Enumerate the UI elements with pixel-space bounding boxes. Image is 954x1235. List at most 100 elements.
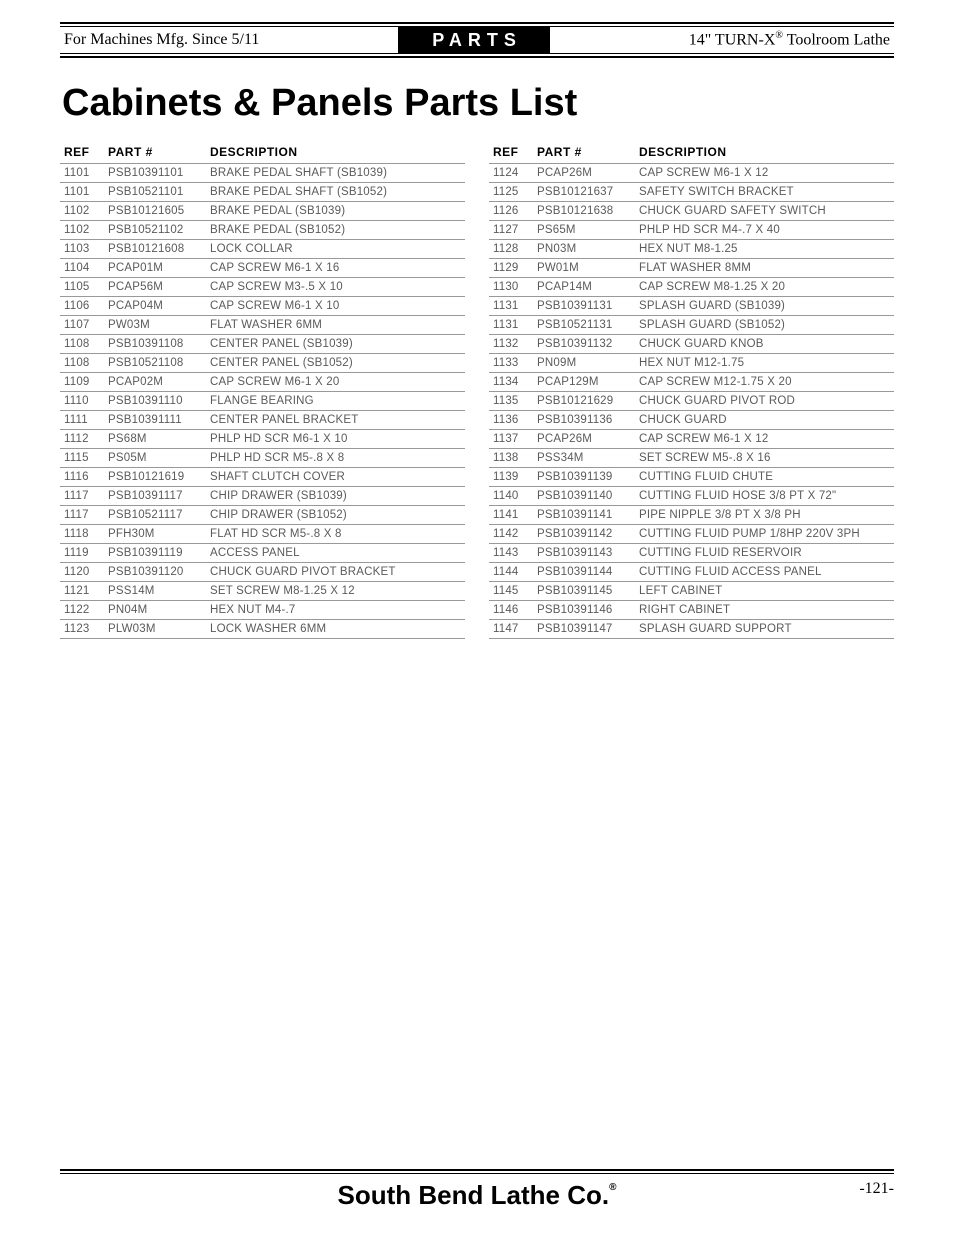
cell-desc: CUTTING FLUID PUMP 1/8HP 220V 3PH (635, 525, 894, 544)
cell-part: PCAP129M (533, 373, 635, 392)
cell-desc: CUTTING FLUID ACCESS PANEL (635, 563, 894, 582)
table-row: 1125PSB10121637SAFETY SWITCH BRACKET (489, 183, 894, 202)
table-header-row: REF PART # DESCRIPTION (60, 143, 465, 164)
cell-desc: SPLASH GUARD SUPPORT (635, 620, 894, 639)
cell-ref: 1129 (489, 259, 533, 278)
cell-desc: CAP SCREW M12-1.75 X 20 (635, 373, 894, 392)
cell-desc: CAP SCREW M6-1 X 10 (206, 297, 465, 316)
cell-part: PSB10521117 (104, 506, 206, 525)
cell-ref: 1102 (60, 202, 104, 221)
table-row: 1122PN04MHEX NUT M4-.7 (60, 601, 465, 620)
table-row: 1138PSS34MSET SCREW M5-.8 X 16 (489, 449, 894, 468)
table-row: 1136PSB10391136CHUCK GUARD (489, 411, 894, 430)
table-row: 1131PSB10391131SPLASH GUARD (SB1039) (489, 297, 894, 316)
cell-part: PCAP02M (104, 373, 206, 392)
table-header-row: REF PART # DESCRIPTION (489, 143, 894, 164)
cell-ref: 1109 (60, 373, 104, 392)
table-row: 1103PSB10121608LOCK COLLAR (60, 240, 465, 259)
cell-part: PW01M (533, 259, 635, 278)
header-bar: For Machines Mfg. Since 5/11 PARTS 14" T… (60, 22, 894, 58)
table-row: 1118PFH30MFLAT HD SCR M5-.8 X 8 (60, 525, 465, 544)
cell-ref: 1142 (489, 525, 533, 544)
cell-desc: CAP SCREW M3-.5 X 10 (206, 278, 465, 297)
table-row: 1108PSB10391108CENTER PANEL (SB1039) (60, 335, 465, 354)
company-text: South Bend Lathe Co. (338, 1180, 610, 1210)
cell-desc: SPLASH GUARD (SB1052) (635, 316, 894, 335)
col-desc: DESCRIPTION (635, 143, 894, 164)
header-left: For Machines Mfg. Since 5/11 (60, 31, 259, 49)
cell-desc: PIPE NIPPLE 3/8 PT X 3/8 PH (635, 506, 894, 525)
cell-part: PSB10391120 (104, 563, 206, 582)
table-row: 1106PCAP04MCAP SCREW M6-1 X 10 (60, 297, 465, 316)
cell-part: PSB10121629 (533, 392, 635, 411)
cell-ref: 1111 (60, 411, 104, 430)
cell-part: PW03M (104, 316, 206, 335)
table-row: 1117PSB10521117CHIP DRAWER (SB1052) (60, 506, 465, 525)
cell-part: PCAP01M (104, 259, 206, 278)
table-row: 1142PSB10391142CUTTING FLUID PUMP 1/8HP … (489, 525, 894, 544)
cell-part: PSS34M (533, 449, 635, 468)
cell-ref: 1128 (489, 240, 533, 259)
table-row: 1132PSB10391132CHUCK GUARD KNOB (489, 335, 894, 354)
footer-line: South Bend Lathe Co.® -121- (60, 1173, 894, 1211)
cell-ref: 1141 (489, 506, 533, 525)
cell-ref: 1143 (489, 544, 533, 563)
cell-part: PSB10391145 (533, 582, 635, 601)
cell-part: PSB10391110 (104, 392, 206, 411)
cell-desc: FLAT HD SCR M5-.8 X 8 (206, 525, 465, 544)
cell-desc: HEX NUT M12-1.75 (635, 354, 894, 373)
cell-ref: 1145 (489, 582, 533, 601)
cell-desc: SPLASH GUARD (SB1039) (635, 297, 894, 316)
table-row: 1115PS05MPHLP HD SCR M5-.8 X 8 (60, 449, 465, 468)
cell-part: PS65M (533, 221, 635, 240)
cell-part: PSB10521102 (104, 221, 206, 240)
cell-desc: SHAFT CLUTCH COVER (206, 468, 465, 487)
cell-ref: 1120 (60, 563, 104, 582)
tables-container: REF PART # DESCRIPTION 1101PSB10391101BR… (60, 143, 894, 639)
table-row: 1144PSB10391144CUTTING FLUID ACCESS PANE… (489, 563, 894, 582)
cell-ref: 1144 (489, 563, 533, 582)
page: For Machines Mfg. Since 5/11 PARTS 14" T… (0, 0, 954, 1235)
table-row: 1130PCAP14MCAP SCREW M8-1.25 X 20 (489, 278, 894, 297)
table-row: 1141PSB10391141PIPE NIPPLE 3/8 PT X 3/8 … (489, 506, 894, 525)
cell-ref: 1125 (489, 183, 533, 202)
table-row: 1145PSB10391145LEFT CABINET (489, 582, 894, 601)
cell-ref: 1138 (489, 449, 533, 468)
table-row: 1140PSB10391140CUTTING FLUID HOSE 3/8 PT… (489, 487, 894, 506)
col-part: PART # (104, 143, 206, 164)
table-row: 1126PSB10121638CHUCK GUARD SAFETY SWITCH (489, 202, 894, 221)
cell-part: PCAP14M (533, 278, 635, 297)
cell-ref: 1124 (489, 164, 533, 183)
cell-desc: CHIP DRAWER (SB1052) (206, 506, 465, 525)
cell-desc: LEFT CABINET (635, 582, 894, 601)
cell-part: PSB10391142 (533, 525, 635, 544)
cell-ref: 1118 (60, 525, 104, 544)
parts-table-left: REF PART # DESCRIPTION 1101PSB10391101BR… (60, 143, 465, 639)
cell-ref: 1126 (489, 202, 533, 221)
cell-ref: 1131 (489, 316, 533, 335)
cell-part: PSB10121638 (533, 202, 635, 221)
cell-desc: CHUCK GUARD PIVOT ROD (635, 392, 894, 411)
cell-desc: BRAKE PEDAL SHAFT (SB1039) (206, 164, 465, 183)
cell-part: PCAP26M (533, 164, 635, 183)
cell-ref: 1135 (489, 392, 533, 411)
cell-part: PCAP56M (104, 278, 206, 297)
table-row: 1129PW01MFLAT WASHER 8MM (489, 259, 894, 278)
header-right: 14" TURN-X® Toolroom Lathe (689, 30, 894, 49)
cell-part: PSB10391136 (533, 411, 635, 430)
table-row: 1133PN09MHEX NUT M12-1.75 (489, 354, 894, 373)
registered-icon: ® (609, 1182, 616, 1193)
cell-desc: LOCK WASHER 6MM (206, 620, 465, 639)
cell-ref: 1107 (60, 316, 104, 335)
cell-ref: 1101 (60, 164, 104, 183)
cell-ref: 1122 (60, 601, 104, 620)
table-row: 1111PSB10391111CENTER PANEL BRACKET (60, 411, 465, 430)
cell-desc: BRAKE PEDAL (SB1039) (206, 202, 465, 221)
cell-ref: 1101 (60, 183, 104, 202)
table-row: 1139PSB10391139CUTTING FLUID CHUTE (489, 468, 894, 487)
cell-part: PSB10391140 (533, 487, 635, 506)
table-row: 1101PSB10521101BRAKE PEDAL SHAFT (SB1052… (60, 183, 465, 202)
table-row: 1108PSB10521108CENTER PANEL (SB1052) (60, 354, 465, 373)
cell-desc: FLAT WASHER 8MM (635, 259, 894, 278)
cell-desc: CUTTING FLUID RESERVOIR (635, 544, 894, 563)
